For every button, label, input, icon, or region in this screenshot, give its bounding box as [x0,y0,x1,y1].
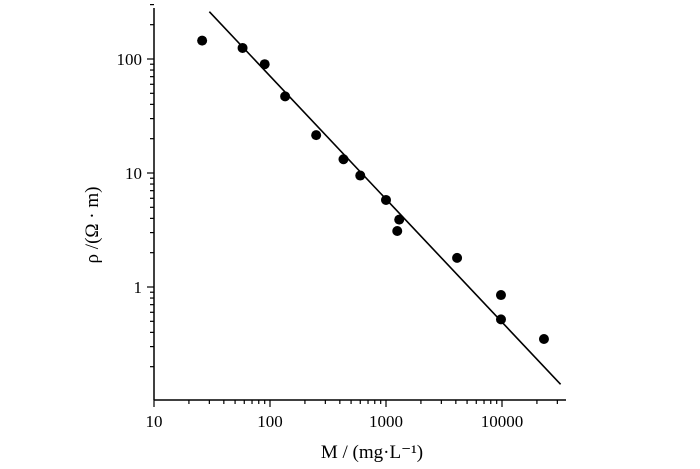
data-point [452,252,463,263]
data-point [237,42,248,53]
x-tick-label: 100 [257,412,283,431]
x-tick-label: 10000 [481,412,524,431]
data-point [280,91,291,102]
data-point [259,59,270,70]
tick-labels: 10 100 1000 10000 1 10 100 [117,50,524,431]
data-point [355,170,366,181]
data-point [381,194,391,205]
y-axis-label: ρ /(Ω · m) [82,187,103,264]
data-point [338,154,349,165]
data-point [311,130,322,141]
data-point [495,314,506,325]
data-point [495,290,506,301]
axes [153,8,566,401]
data-point [538,333,549,344]
data-point [394,214,405,225]
x-tick-label: 1000 [369,412,403,431]
ticks [147,4,558,407]
y-tick-label: 1 [134,278,143,297]
x-tick-label: 10 [146,412,163,431]
data-point [392,225,403,236]
y-tick-label: 100 [117,50,143,69]
x-axis-label: M / (mg·L⁻¹) [321,442,423,463]
data-points [197,35,549,344]
y-tick-label: 10 [125,164,142,183]
data-point [197,35,208,46]
